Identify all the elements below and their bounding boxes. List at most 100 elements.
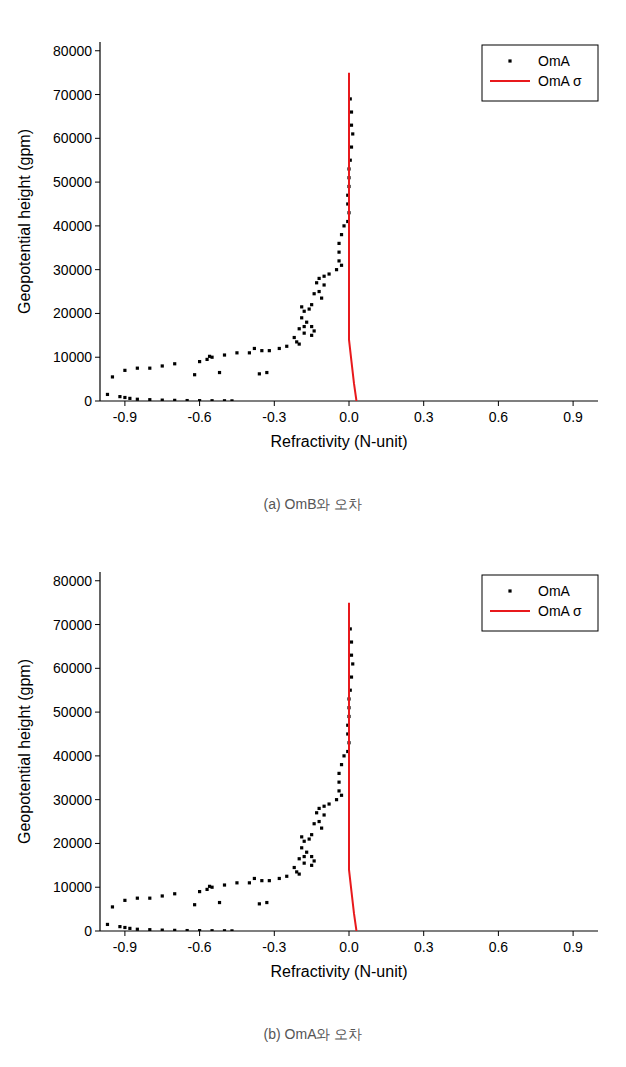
data-point bbox=[253, 877, 256, 880]
y-tick bbox=[95, 580, 100, 581]
data-point bbox=[173, 929, 176, 931]
y-tick-label: 80000 bbox=[53, 43, 92, 59]
data-point bbox=[285, 345, 288, 348]
data-point bbox=[337, 789, 340, 792]
figure: 0100002000030000400005000060000700008000… bbox=[0, 0, 626, 1067]
data-point bbox=[313, 859, 316, 862]
chart-panel: 0100002000030000400005000060000700008000… bbox=[16, 572, 598, 1042]
y-tick-label: 40000 bbox=[53, 218, 92, 234]
data-point bbox=[128, 397, 131, 400]
legend-label: OmA σ bbox=[538, 73, 582, 89]
data-point bbox=[318, 807, 321, 810]
y-tick-label: 70000 bbox=[53, 87, 92, 103]
data-point bbox=[337, 781, 340, 784]
data-point bbox=[173, 399, 176, 401]
sigma-line bbox=[349, 603, 356, 931]
y-tick bbox=[95, 182, 100, 183]
data-point bbox=[337, 251, 340, 254]
data-point bbox=[340, 763, 343, 766]
y-tick bbox=[95, 225, 100, 226]
x-tick bbox=[124, 931, 125, 936]
data-point bbox=[300, 835, 303, 838]
data-point bbox=[210, 399, 213, 401]
data-point bbox=[305, 321, 308, 324]
y-tick bbox=[95, 357, 100, 358]
data-point bbox=[315, 811, 318, 814]
data-point bbox=[265, 901, 268, 904]
data-point bbox=[350, 110, 353, 113]
data-point bbox=[305, 851, 308, 854]
x-tick bbox=[573, 401, 574, 406]
data-point bbox=[198, 890, 201, 893]
y-tick-label: 20000 bbox=[53, 835, 92, 851]
legend-box bbox=[482, 575, 598, 631]
y-tick-label: 70000 bbox=[53, 617, 92, 633]
data-point bbox=[205, 888, 208, 891]
data-point bbox=[303, 310, 306, 313]
data-point bbox=[136, 897, 139, 900]
data-point bbox=[335, 798, 338, 801]
data-point bbox=[350, 145, 353, 148]
data-point bbox=[310, 303, 313, 306]
data-point bbox=[198, 929, 201, 931]
y-axis-label: Geopotential height (gpm) bbox=[16, 129, 33, 314]
data-point bbox=[173, 892, 176, 895]
data-point bbox=[136, 367, 139, 370]
data-point bbox=[278, 877, 281, 880]
data-point bbox=[323, 805, 326, 808]
plot-area bbox=[106, 73, 357, 401]
legend-label: OmA bbox=[538, 583, 571, 599]
y-tick-label: 10000 bbox=[53, 879, 92, 895]
caption: (a) OmB와 오차 bbox=[264, 496, 363, 512]
data-point bbox=[342, 224, 345, 227]
data-point bbox=[310, 334, 313, 337]
data-point bbox=[298, 342, 301, 345]
data-point bbox=[310, 325, 313, 328]
data-point bbox=[161, 894, 164, 897]
y-tick-label: 60000 bbox=[53, 130, 92, 146]
data-point bbox=[198, 399, 201, 401]
x-tick bbox=[573, 931, 574, 936]
legend-swatch bbox=[508, 589, 511, 592]
y-axis bbox=[99, 42, 100, 401]
y-tick bbox=[95, 668, 100, 669]
data-point bbox=[260, 879, 263, 882]
data-point bbox=[258, 372, 261, 375]
data-point bbox=[342, 754, 345, 757]
data-point bbox=[310, 855, 313, 858]
x-tick-label: 0.9 bbox=[563, 409, 583, 425]
data-point bbox=[106, 923, 109, 926]
data-point bbox=[148, 367, 151, 370]
x-tick bbox=[199, 401, 200, 406]
data-point bbox=[323, 813, 326, 816]
data-point bbox=[258, 902, 261, 905]
legend-swatch bbox=[490, 80, 530, 82]
x-tick-label: -0.3 bbox=[262, 939, 286, 955]
y-tick-label: 30000 bbox=[53, 262, 92, 278]
data-point bbox=[293, 866, 296, 869]
data-point bbox=[335, 268, 338, 271]
y-tick-label: 20000 bbox=[53, 305, 92, 321]
legend: OmAOmA σ bbox=[482, 575, 598, 631]
data-point bbox=[351, 132, 354, 135]
data-point bbox=[293, 336, 296, 339]
y-tick bbox=[95, 94, 100, 95]
data-point bbox=[186, 399, 189, 401]
data-point bbox=[193, 903, 196, 906]
data-point bbox=[350, 124, 353, 127]
x-tick bbox=[199, 931, 200, 936]
legend-swatch bbox=[490, 610, 530, 612]
data-point bbox=[230, 399, 233, 401]
data-point bbox=[248, 881, 251, 884]
y-axis bbox=[99, 572, 100, 931]
x-tick bbox=[274, 931, 275, 936]
data-point bbox=[235, 351, 238, 354]
data-point bbox=[340, 794, 343, 797]
y-tick-label: 40000 bbox=[53, 748, 92, 764]
x-tick bbox=[124, 401, 125, 406]
data-point bbox=[106, 393, 109, 396]
y-tick bbox=[95, 887, 100, 888]
data-point bbox=[161, 364, 164, 367]
y-tick-label: 10000 bbox=[53, 349, 92, 365]
data-point bbox=[123, 926, 126, 929]
